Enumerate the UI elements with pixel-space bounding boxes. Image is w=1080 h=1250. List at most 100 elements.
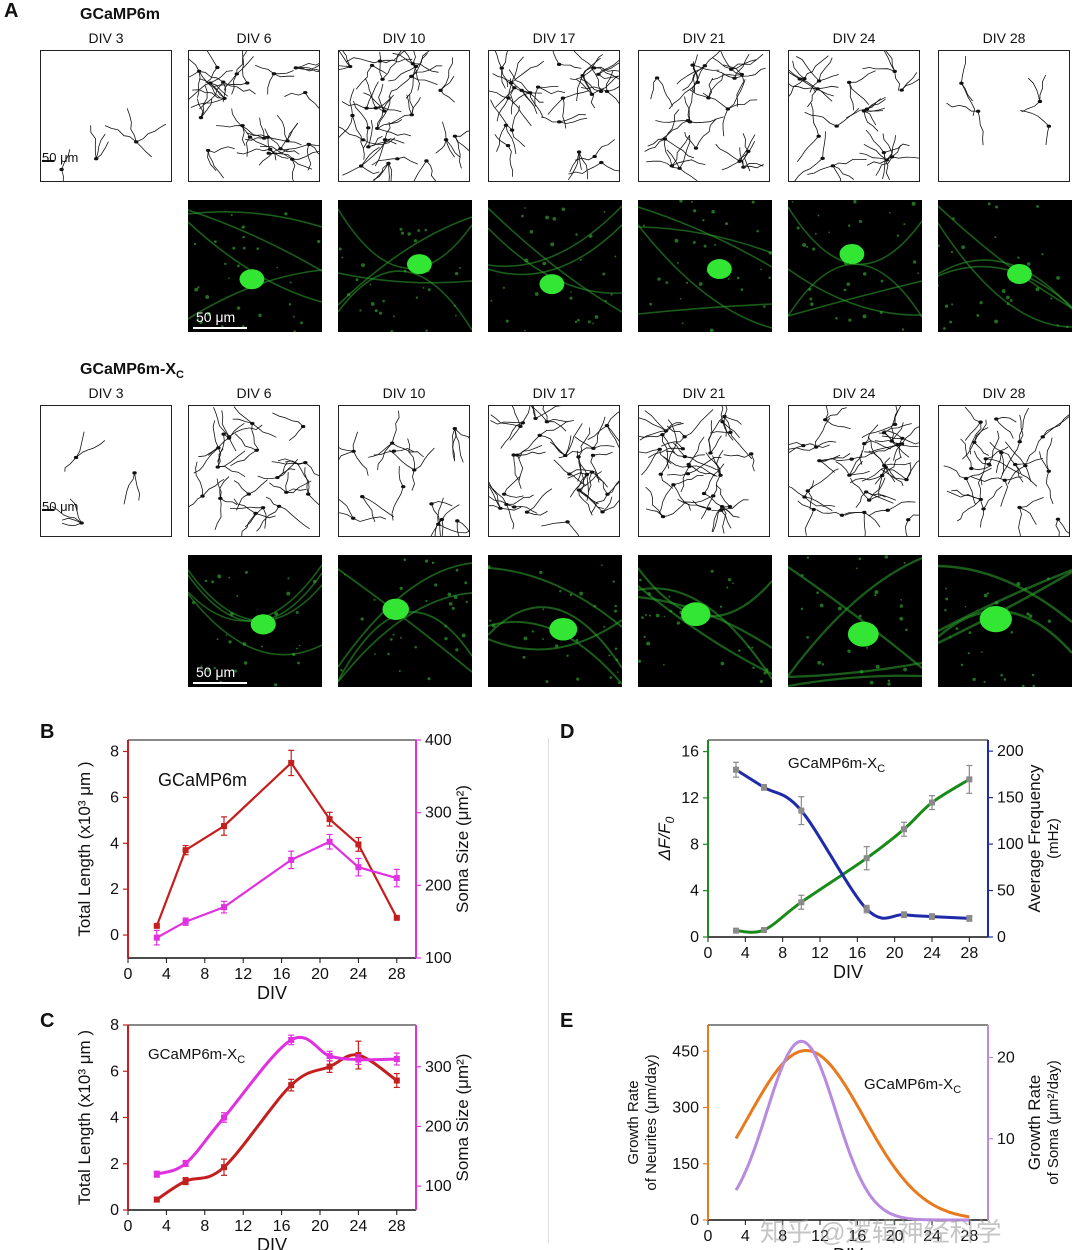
group-title-main: GCaMP6m-X [80, 361, 177, 378]
data-point [355, 1056, 362, 1063]
x-tick-label: 4 [741, 1228, 750, 1245]
x-tick-label: 16 [848, 945, 866, 962]
y-left-tick-label: 16 [681, 744, 699, 761]
x-tick-label: 12 [234, 966, 252, 983]
neuron-trace-image [638, 405, 770, 537]
x-axis-label: DIV [833, 962, 863, 982]
y-right-tick-label: 200 [425, 877, 452, 894]
x-tick-label: 4 [162, 966, 171, 983]
data-point [153, 1196, 160, 1203]
x-tick-label: 0 [124, 966, 133, 983]
neuron-trace-image [40, 50, 172, 182]
data-point [966, 915, 973, 922]
data-point [929, 913, 935, 920]
x-tick-label: 8 [778, 945, 787, 962]
data-point [355, 864, 362, 871]
div-label: DIV 17 [532, 385, 576, 401]
fluorescence-image [638, 555, 772, 687]
data-point [288, 1036, 295, 1043]
y-right-axis-label: Soma Size (μm²) [453, 785, 472, 913]
y-right-tick-label: 200 [997, 743, 1024, 760]
series-curve [734, 1039, 970, 1222]
data-point [288, 759, 295, 766]
fluo-scale-label: 50 μm [196, 309, 236, 325]
y-left-tick-label: 4 [110, 1110, 119, 1127]
y-left-tick-label: 4 [110, 835, 119, 852]
x-tick-label: 0 [124, 1218, 133, 1235]
neuron-trace-image [938, 405, 1070, 537]
data-point [733, 766, 739, 773]
div-label: DIV 3 [88, 30, 124, 46]
data-point [761, 927, 767, 934]
series-curve [155, 1053, 398, 1201]
div-label: DIV 21 [682, 385, 726, 401]
fluo-scale-label: 50 μm [196, 664, 236, 680]
y-left-tick-label: 8 [690, 836, 699, 853]
div-label: DIV 24 [832, 30, 876, 46]
scale-bar [42, 509, 54, 511]
neuron-trace-image [188, 405, 320, 537]
x-tick-label: 20 [886, 945, 904, 962]
x-tick-label: 28 [388, 1218, 406, 1235]
data-point [182, 847, 189, 854]
x-tick-label: 20 [311, 1218, 329, 1235]
div-label: DIV 10 [382, 385, 426, 401]
chart-e: E 0 4 8 12 16 20 24 28 DIV 0 150 300 450 10 20 Growth Ra… [560, 1010, 1062, 1250]
y-right-tick-label: 20 [997, 1050, 1015, 1067]
y-right-tick-label: 200 [425, 1118, 452, 1135]
scale-bar-label: 50 μm [42, 150, 79, 165]
x-tick-label: 12 [234, 1218, 252, 1235]
panel-letter: E [560, 1010, 573, 1032]
neuron-trace-image [788, 405, 920, 537]
chart-inner-label-sub: C [877, 763, 885, 775]
y-left-tick-label: 2 [110, 1156, 119, 1173]
panel-letter-a: A [4, 0, 19, 22]
data-point [221, 904, 227, 911]
data-point [901, 911, 907, 918]
data-point [733, 927, 739, 934]
x-tick-label: 0 [704, 945, 713, 962]
x-tick-label: 8 [200, 1218, 209, 1235]
panel-letter: C [40, 1010, 54, 1032]
y-left-axis-label: Total Length (x10³ μm ) [75, 761, 94, 936]
y-left-axis-label: Growth Rate [625, 1080, 642, 1164]
fluorescence-image [938, 555, 1072, 687]
data-point [221, 1164, 227, 1171]
chart-b: B0 4 8 12 16 20 24 28DIV02468100200300400Total … [40, 721, 472, 1003]
chart-inner-label: GCaMP6m [158, 770, 247, 790]
y-right-tick-label: 300 [425, 805, 452, 822]
group-title-sub: C [176, 369, 184, 382]
div-label: DIV 28 [982, 385, 1026, 401]
y-right-tick-label: 150 [997, 790, 1024, 807]
y-left-tick-label: 450 [672, 1043, 699, 1060]
y-right-tick-label: 50 [997, 883, 1015, 900]
fluorescence-image [638, 200, 772, 332]
chart-inner-label-sub: C [237, 1054, 245, 1066]
fluo-scale-bar [193, 682, 247, 684]
fluorescence-image [338, 200, 472, 332]
panel-divider [548, 738, 549, 1243]
neuron-trace-image [788, 50, 920, 182]
data-point [761, 784, 767, 791]
y-right-axis-label: Average Frequency [1025, 764, 1044, 913]
data-point [326, 838, 333, 845]
fluorescence-image [788, 555, 922, 687]
data-point [798, 807, 805, 814]
data-point [221, 823, 227, 830]
data-point [326, 1063, 333, 1070]
data-point [929, 799, 935, 806]
y-left-tick-label: 0 [110, 927, 119, 944]
x-tick-label: 20 [886, 1228, 904, 1245]
chart-inner-label-sub: C [953, 1084, 961, 1096]
watermark-text: 知乎 @逻辑神经科学 [760, 1217, 1002, 1247]
x-axis-label: DIV [257, 983, 287, 1003]
y-left-axis-label-sub: 0 [663, 816, 677, 823]
div-label: DIV 24 [832, 385, 876, 401]
y-right-tick-label: 100 [425, 950, 452, 967]
series-curve [735, 768, 970, 920]
x-axis-label: DIV [833, 1245, 863, 1250]
x-tick-label: 4 [162, 1218, 171, 1235]
data-point [221, 1114, 227, 1121]
fluorescence-image [188, 200, 322, 332]
x-tick-label: 8 [200, 966, 209, 983]
